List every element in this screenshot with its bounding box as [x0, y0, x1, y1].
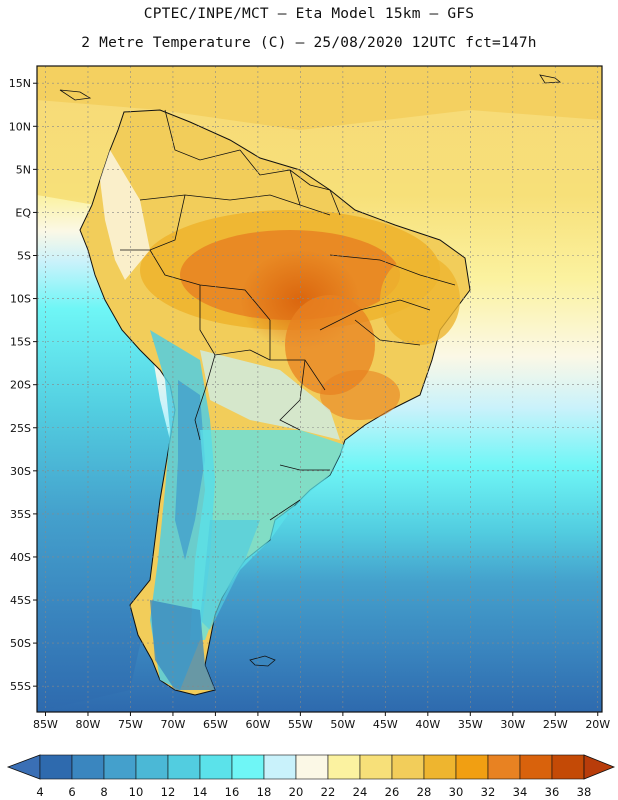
colorbar-swatch	[39, 754, 73, 780]
lat-tick-label: 15S	[10, 336, 31, 349]
colorbar-label: 14	[193, 785, 208, 799]
lat-tick-label: 10N	[9, 120, 31, 133]
lat-tick-label: 5S	[17, 249, 31, 262]
lat-tick-label: 50S	[10, 637, 31, 650]
lon-tick-label: 20W	[585, 718, 610, 731]
lon-tick-label: 25W	[543, 718, 568, 731]
colorbar-label: 24	[353, 785, 368, 799]
colorbar-label: 6	[68, 785, 75, 799]
lat-tick-label: 25S	[10, 422, 31, 435]
colorbar-swatch	[359, 754, 393, 780]
lon-tick-label: 75W	[118, 718, 143, 731]
colorbar-swatch	[135, 754, 169, 780]
colorbar-swatch	[199, 754, 233, 780]
graticule	[37, 66, 602, 712]
colorbar-swatch	[103, 754, 137, 780]
chart-title-line1: CPTEC/INPE/MCT – Eta Model 15km – GFS	[143, 6, 475, 22]
colorbar-label: 20	[289, 785, 304, 799]
colorbar-swatch	[551, 754, 585, 780]
colorbar-label: 4	[36, 785, 43, 799]
colorbar-label: 26	[385, 785, 400, 799]
colorbar-above-arrow	[583, 754, 616, 780]
lon-tick-label: 85W	[33, 718, 58, 731]
lon-tick-label: 70W	[161, 718, 186, 731]
plot-frame	[36, 65, 603, 713]
chart-title-line2: 2 Metre Temperature (C) – 25/08/2020 12U…	[81, 35, 537, 51]
axis-ticks: 15N 10N 5N EQ 5S 10S 15S 20S 25S 30S 35S 40S 45S 50S 5…	[9, 77, 611, 731]
colorbar-label: 32	[481, 785, 496, 799]
lon-tick-label: 65W	[203, 718, 228, 731]
colorbar-label: 28	[417, 785, 432, 799]
colorbar-swatch	[487, 754, 521, 780]
colorbar-label: 12	[161, 785, 176, 799]
lat-tick-label: 45S	[10, 594, 31, 607]
colorbar-swatch	[423, 754, 457, 780]
lat-tick-label: EQ	[15, 206, 31, 219]
lat-tick-label: 40S	[10, 551, 31, 564]
colorbar-label: 30	[449, 785, 464, 799]
colorbar-swatch	[455, 754, 489, 780]
pacific-ocean	[37, 195, 175, 712]
lon-tick-label: 40W	[415, 718, 440, 731]
colorbar-label: 8	[100, 785, 107, 799]
colorbar-swatch	[167, 754, 201, 780]
colorbar-label: 10	[129, 785, 144, 799]
lat-tick-label: 30S	[10, 465, 31, 478]
lat-tick-label: 10S	[10, 293, 31, 306]
colorbar-swatch	[391, 754, 425, 780]
lon-tick-label: 50W	[330, 718, 355, 731]
colorbar-label: 18	[257, 785, 272, 799]
colorbar-label: 34	[513, 785, 528, 799]
lat-tick-label: 15N	[9, 77, 31, 90]
lat-tick-label: 35S	[10, 508, 31, 521]
colorbar-label: 38	[577, 785, 592, 799]
lat-tick-label: 5N	[16, 163, 31, 176]
colorbar-swatch	[231, 754, 265, 780]
lat-tick-label: 55S	[10, 680, 31, 693]
colorbar-label: 16	[225, 785, 240, 799]
lat-tick-label: 20S	[10, 379, 31, 392]
lon-tick-label: 35W	[458, 718, 483, 731]
lon-tick-label: 55W	[288, 718, 313, 731]
colorbar-label: 22	[321, 785, 336, 799]
colorbar-swatch	[263, 754, 297, 780]
country-borders	[120, 109, 456, 521]
lon-tick-label: 80W	[76, 718, 101, 731]
colorbar-label: 36	[545, 785, 560, 799]
colorbar-swatch	[519, 754, 553, 780]
lon-tick-label: 30W	[500, 718, 525, 731]
map-field	[37, 66, 602, 712]
colorbar-swatch	[327, 754, 361, 780]
colorbar-swatch	[295, 754, 329, 780]
lon-tick-label: 60W	[245, 718, 270, 731]
colorbar-below-arrow	[6, 754, 41, 780]
lon-tick-label: 45W	[373, 718, 398, 731]
colorbar-swatch	[71, 754, 105, 780]
colorbar: 4 6 8 10 12 14 16 18 20 22 24 26 28 30 32 34 36 38	[6, 754, 616, 799]
